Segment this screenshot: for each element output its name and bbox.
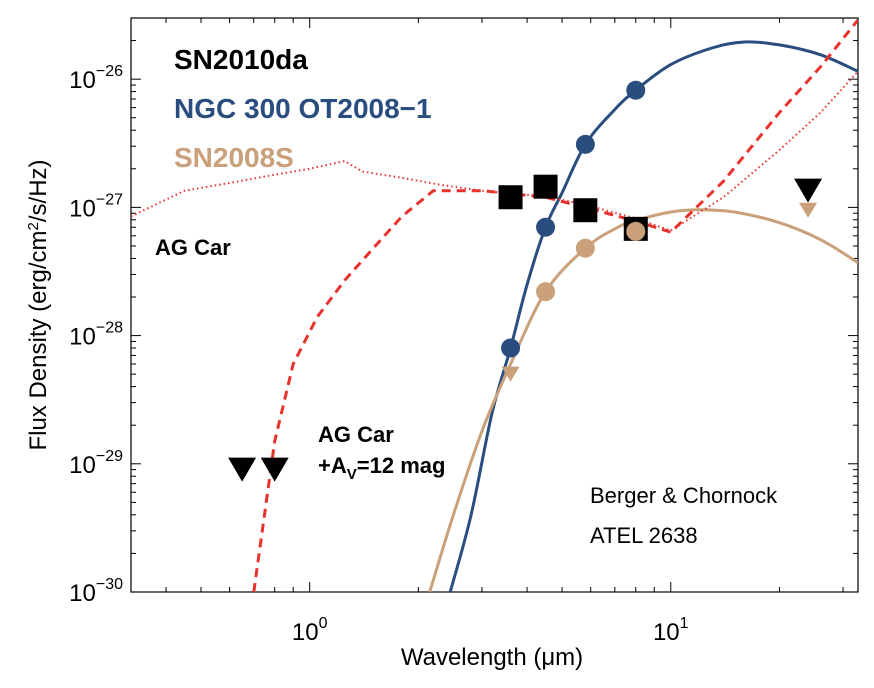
annotation-agcar-extincted-line1: AG Car [318,422,394,447]
legend-ngc300: NGC 300 OT2008−1 [174,93,432,124]
y-axis-title-sup: 2 [25,222,42,230]
sn2010da-upper-limit [260,457,289,482]
y-tick-label: 10−27 [69,191,123,222]
annotation-av-pre: +A [318,453,347,478]
credit-line2: ATEL 2638 [590,523,698,548]
plot-frame [130,17,859,593]
ngc300-model-curve [448,40,858,592]
sn2010da-upper-limit [228,457,257,482]
x-axis-title-post: m) [555,644,583,671]
annotation-agcar-extincted-line2: +AV=12 mag [318,453,445,483]
sn2008s-upper-limit [501,366,520,382]
data-markers [228,80,823,482]
y-axis-title: Flux Density (erg/cm2/s/Hz) [25,159,53,450]
y-tick-label: 10−30 [69,576,123,607]
legend-sn2008s: SN2008S [174,142,294,173]
ngc300-point [501,338,521,358]
legend-sn2010da: SN2010da [174,44,308,75]
x-axis-title-pre: Wavelength ( [401,644,542,671]
sn2010da-point [533,174,558,199]
sn2008s-model-curve [428,208,858,592]
y-tick-label: 10−28 [69,320,123,351]
x-tick-label: 101 [653,615,689,646]
y-tick-label: 10−26 [69,63,123,94]
x-tick-label: 100 [292,615,328,646]
ngc300-point [575,134,595,154]
sn2008s-point [536,282,556,302]
credit-line1: Berger & Chornock [590,483,778,508]
sn2010da-point [573,198,598,223]
y-axis-title-post: /s/Hz) [25,159,52,222]
x-axis-title: Wavelength (μm) [401,644,583,671]
sn2010da-upper-limit [794,178,823,203]
annotation-agcar: AG Car [155,235,231,260]
x-axis-title-mu: μ [541,644,555,671]
ngc300-point [536,217,556,237]
sn2010da-point [498,185,523,210]
annotation-av-sub: V [347,466,357,483]
ngc300-point [626,80,646,100]
axis-ticks [131,17,858,593]
y-tick-label: 10−29 [69,448,123,479]
annotation-av-post: =12 mag [357,453,446,478]
sn2008s-point [575,238,595,258]
sn2008s-point [626,221,646,241]
tick-labels: 100 101 10−30 10−29 10−28 10−27 10−26 [69,63,689,646]
sn2008s-upper-limit [799,202,818,218]
agcar-dashed-curve [252,18,858,592]
y-axis-title-pre: Flux Density (erg/cm [25,230,52,450]
